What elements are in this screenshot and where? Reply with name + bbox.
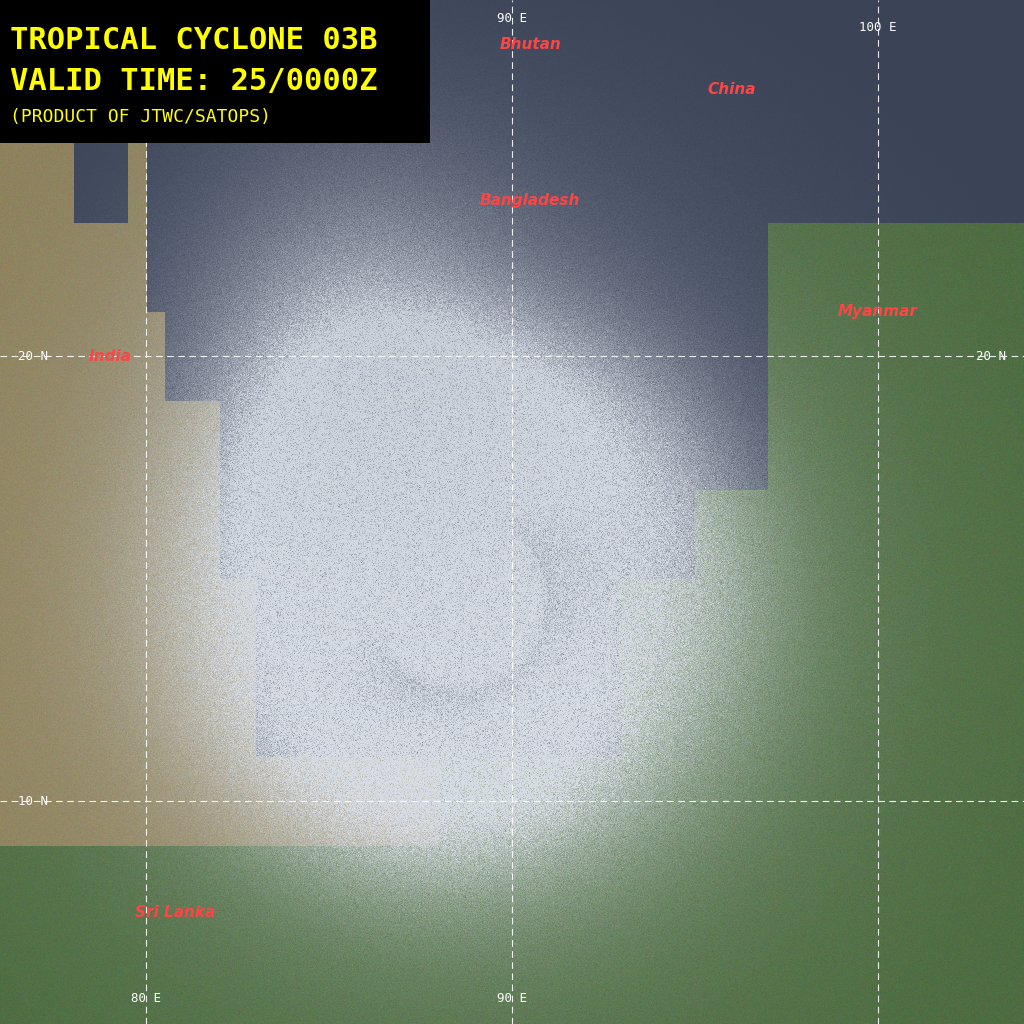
Text: VALID TIME: 25/0000Z: VALID TIME: 25/0000Z xyxy=(10,67,378,95)
Text: Myanmar: Myanmar xyxy=(838,304,918,319)
Text: 90 E: 90 E xyxy=(497,12,527,26)
Text: India: India xyxy=(88,349,131,364)
Text: 20 N: 20 N xyxy=(18,349,48,362)
Text: 100 E: 100 E xyxy=(859,22,896,34)
Text: China: China xyxy=(708,82,756,96)
FancyBboxPatch shape xyxy=(0,0,430,143)
Text: 10 N: 10 N xyxy=(18,795,48,808)
Text: Sri Lanka: Sri Lanka xyxy=(135,905,216,921)
Text: 20 N: 20 N xyxy=(976,349,1006,362)
Text: Bangladesh: Bangladesh xyxy=(480,193,581,208)
Text: 80 E: 80 E xyxy=(131,991,162,1005)
Text: (PRODUCT OF JTWC/SATOPS): (PRODUCT OF JTWC/SATOPS) xyxy=(10,108,271,126)
Text: TROPICAL CYCLONE 03B: TROPICAL CYCLONE 03B xyxy=(10,26,378,54)
Text: 90 E: 90 E xyxy=(497,991,527,1005)
Text: Bhutan: Bhutan xyxy=(500,37,561,52)
